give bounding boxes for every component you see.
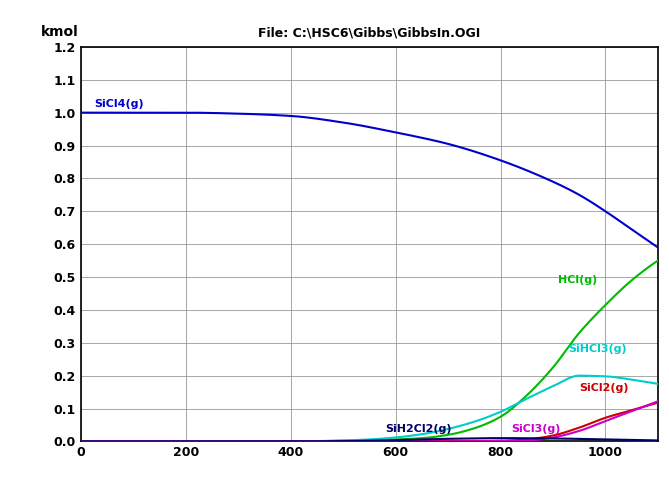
Text: HCl(g): HCl(g) (558, 275, 597, 285)
Text: kmol: kmol (40, 25, 78, 39)
Text: SiCl4(g): SiCl4(g) (94, 99, 144, 109)
Text: SiHCl3(g): SiHCl3(g) (569, 344, 628, 354)
Text: SiH2Cl2(g): SiH2Cl2(g) (385, 424, 452, 434)
Text: SiCl2(g): SiCl2(g) (579, 383, 629, 393)
Text: File: C:\HSC6\Gibbs\GibbsIn.OGI: File: C:\HSC6\Gibbs\GibbsIn.OGI (258, 26, 480, 39)
Text: SiCl3(g): SiCl3(g) (511, 424, 561, 434)
